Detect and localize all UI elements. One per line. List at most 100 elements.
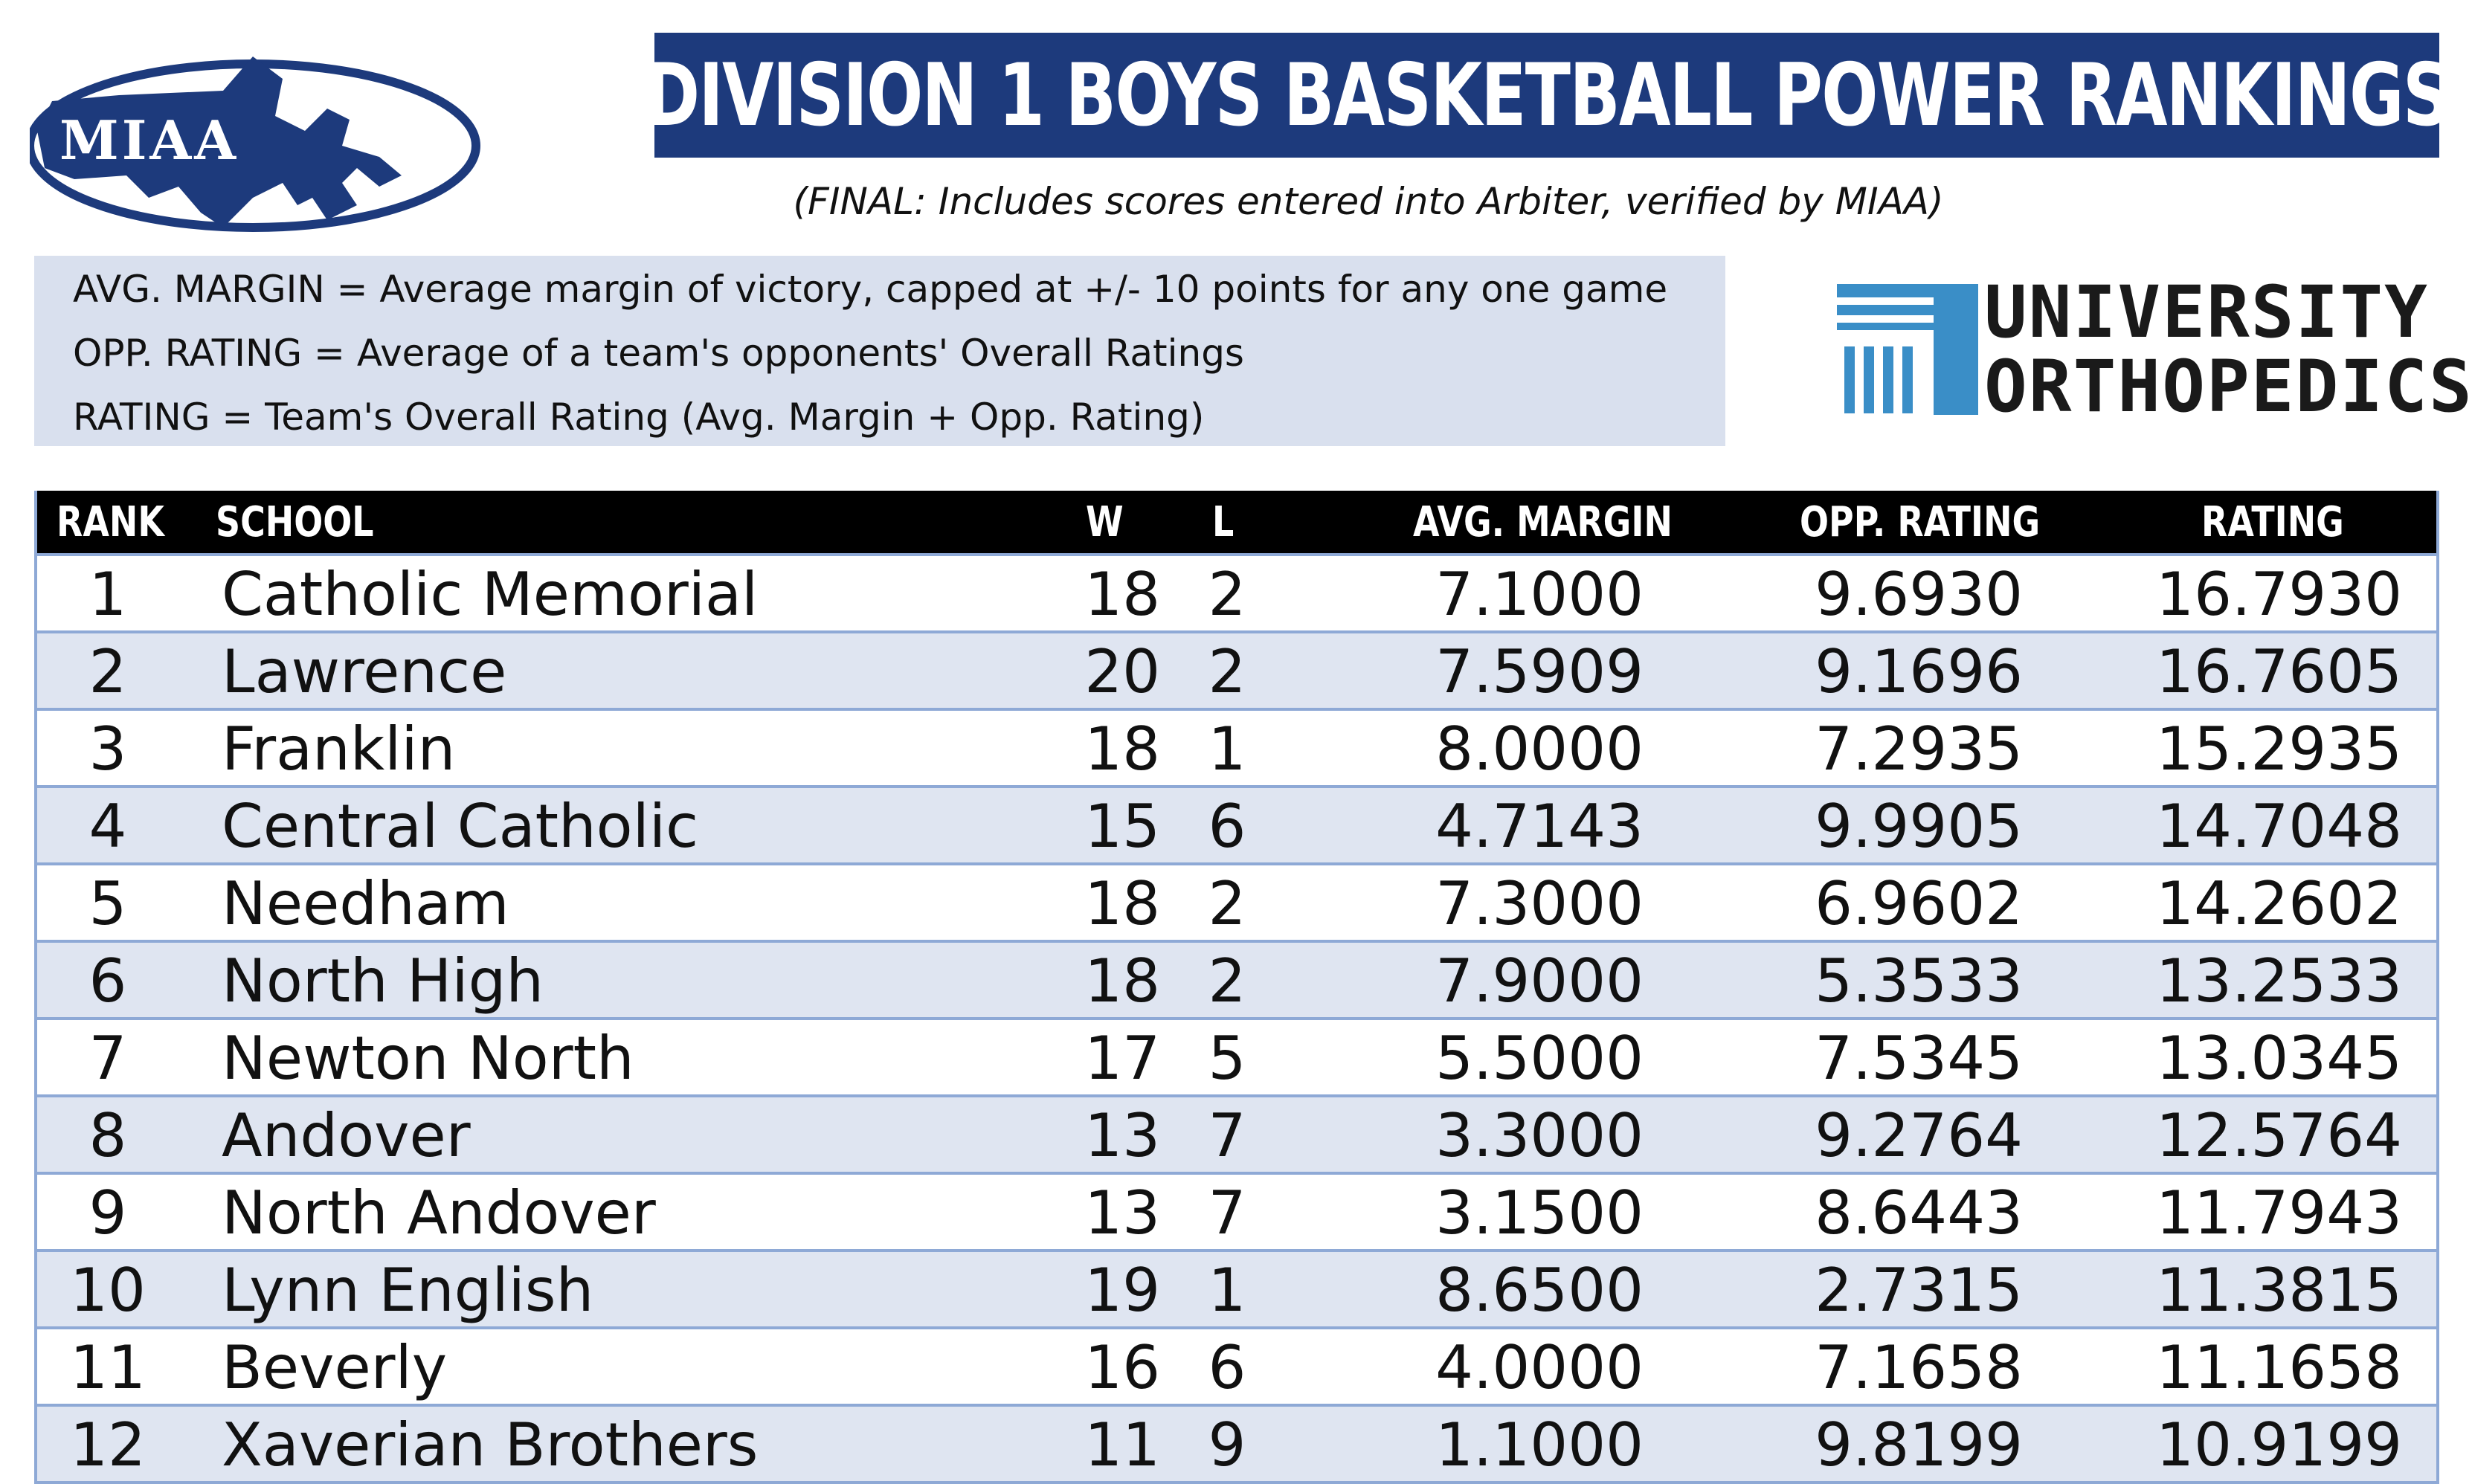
wins-cell: 17 xyxy=(1084,1024,1160,1093)
opp-rating-cell: 7.1658 xyxy=(1815,1333,2023,1402)
legend-term: OPP. RATING xyxy=(73,332,303,375)
rating-cell: 11.7943 xyxy=(2156,1178,2402,1248)
wins-cell: 19 xyxy=(1084,1256,1160,1325)
legend-term: RATING xyxy=(73,396,210,439)
opp-rating-cell: 7.2935 xyxy=(1815,714,2023,784)
school-cell: Needham xyxy=(222,869,509,938)
table-row: 12 Xaverian Brothers 11 9 1.1000 9.8199 10.919… xyxy=(37,1404,2436,1481)
rating-cell: 11.1658 xyxy=(2156,1333,2402,1402)
header-avg-margin: AVG. MARGIN xyxy=(1413,498,1673,546)
legend-box: AVG. MARGIN = Average margin of victory,… xyxy=(34,256,1725,446)
university-orthopedics-logo-icon xyxy=(1837,284,1978,415)
rating-cell: 14.7048 xyxy=(2156,792,2402,861)
table-row: 9 North Andover 13 7 3.1500 8.6443 11.7943 xyxy=(37,1172,2436,1249)
school-cell: North High xyxy=(222,946,544,1016)
wins-cell: 13 xyxy=(1084,1101,1160,1170)
rank-cell: 11 xyxy=(70,1333,146,1402)
massachusetts-map-icon xyxy=(37,57,402,228)
page-title: DIVISION 1 BOYS BASKETBALL POWER RANKING… xyxy=(644,45,2450,146)
legend-opp-rating: OPP. RATING = Average of a team's oppone… xyxy=(73,332,1244,375)
avg-margin-cell: 3.3000 xyxy=(1435,1101,1644,1170)
opp-rating-cell: 5.3533 xyxy=(1815,946,2023,1016)
school-cell: North Andover xyxy=(222,1178,656,1248)
table-body: 1 Catholic Memorial 18 2 7.1000 9.6930 16.7930… xyxy=(37,553,2436,1481)
rating-cell: 16.7605 xyxy=(2156,637,2402,706)
school-cell: Central Catholic xyxy=(222,792,699,861)
school-cell: Andover xyxy=(222,1101,471,1170)
losses-cell: 2 xyxy=(1208,946,1246,1016)
losses-cell: 2 xyxy=(1208,869,1246,938)
rating-cell: 13.2533 xyxy=(2156,946,2402,1016)
table-row: 8 Andover 13 7 3.3000 9.2764 12.5764 xyxy=(37,1094,2436,1172)
wins-cell: 20 xyxy=(1084,637,1160,706)
losses-cell: 2 xyxy=(1208,637,1246,706)
avg-margin-cell: 7.5909 xyxy=(1435,637,1644,706)
legend-definition: = Average of a team's opponents' Overall… xyxy=(302,332,1244,375)
rank-cell: 1 xyxy=(88,560,127,629)
school-cell: Lawrence xyxy=(222,637,507,706)
opp-rating-cell: 6.9602 xyxy=(1815,869,2023,938)
legend-term: AVG. MARGIN xyxy=(73,268,325,311)
table-row: 3 Franklin 18 1 8.0000 7.2935 15.2935 xyxy=(37,708,2436,785)
avg-margin-cell: 1.1000 xyxy=(1435,1410,1644,1480)
legend-definition: = Average margin of victory, capped at +… xyxy=(324,268,1668,311)
losses-cell: 6 xyxy=(1208,792,1246,861)
avg-margin-cell: 7.1000 xyxy=(1435,560,1644,629)
losses-cell: 6 xyxy=(1208,1333,1246,1402)
school-cell: Franklin xyxy=(222,714,456,784)
page-subtitle: (FINAL: Includes scores entered into Arb… xyxy=(793,180,1944,223)
school-cell: Xaverian Brothers xyxy=(222,1410,759,1480)
table-row: 4 Central Catholic 15 6 4.7143 9.9905 14.7048 xyxy=(37,785,2436,862)
header-opp-rating: OPP. RATING xyxy=(1800,498,2041,546)
wins-cell: 15 xyxy=(1084,792,1160,861)
miaa-logo: MIAA xyxy=(30,57,480,232)
rankings-table: RANK SCHOOL W L AVG. MARGIN OPP. RATING … xyxy=(34,491,2439,1484)
opp-rating-cell: 9.1696 xyxy=(1815,637,2023,706)
table-row: 7 Newton North 17 5 5.5000 7.5345 13.0345 xyxy=(37,1017,2436,1094)
header-rank: RANK xyxy=(57,498,164,546)
opp-rating-cell: 2.7315 xyxy=(1815,1256,2023,1325)
avg-margin-cell: 4.0000 xyxy=(1435,1333,1644,1402)
avg-margin-cell: 5.5000 xyxy=(1435,1024,1644,1093)
opp-rating-cell: 9.2764 xyxy=(1815,1101,2023,1170)
rank-cell: 7 xyxy=(88,1024,127,1093)
wins-cell: 11 xyxy=(1084,1410,1160,1480)
rank-cell: 6 xyxy=(88,946,127,1016)
logo-text: MIAA xyxy=(59,109,239,172)
rank-cell: 5 xyxy=(88,869,127,938)
rating-cell: 11.3815 xyxy=(2156,1256,2402,1325)
losses-cell: 9 xyxy=(1208,1410,1246,1480)
rating-cell: 16.7930 xyxy=(2156,560,2402,629)
table-row: 5 Needham 18 2 7.3000 6.9602 14.2602 xyxy=(37,862,2436,940)
wins-cell: 18 xyxy=(1084,869,1160,938)
table-row: 6 North High 18 2 7.9000 5.3533 13.2533 xyxy=(37,940,2436,1017)
legend-definition: = Team's Overall Rating (Avg. Margin + O… xyxy=(210,396,1205,439)
losses-cell: 7 xyxy=(1208,1101,1246,1170)
rating-cell: 14.2602 xyxy=(2156,869,2402,938)
rating-cell: 12.5764 xyxy=(2156,1101,2402,1170)
losses-cell: 2 xyxy=(1208,560,1246,629)
sponsor-line1: UNIVERSITY xyxy=(1984,271,2429,354)
header-l: L xyxy=(1212,498,1235,546)
rating-cell: 10.9199 xyxy=(2156,1410,2402,1480)
table-row: 10 Lynn English 19 1 8.6500 2.7315 11.3815 xyxy=(37,1249,2436,1326)
rating-cell: 15.2935 xyxy=(2156,714,2402,784)
header-w: W xyxy=(1086,498,1124,546)
wins-cell: 18 xyxy=(1084,946,1160,1016)
table-header: RANK SCHOOL W L AVG. MARGIN OPP. RATING … xyxy=(37,491,2436,553)
school-cell: Newton North xyxy=(222,1024,634,1093)
school-cell: Lynn English xyxy=(222,1256,594,1325)
legend-rating: RATING = Team's Overall Rating (Avg. Mar… xyxy=(73,396,1204,439)
losses-cell: 1 xyxy=(1208,1256,1246,1325)
wins-cell: 16 xyxy=(1084,1333,1160,1402)
opp-rating-cell: 9.9905 xyxy=(1815,792,2023,861)
losses-cell: 1 xyxy=(1208,714,1246,784)
avg-margin-cell: 7.9000 xyxy=(1435,946,1644,1016)
school-cell: Beverly xyxy=(222,1333,448,1402)
avg-margin-cell: 3.1500 xyxy=(1435,1178,1644,1248)
table-row: 2 Lawrence 20 2 7.5909 9.1696 16.7605 xyxy=(37,630,2436,708)
title-bar: DIVISION 1 BOYS BASKETBALL POWER RANKING… xyxy=(644,33,2450,158)
wins-cell: 18 xyxy=(1084,714,1160,784)
rank-cell: 8 xyxy=(88,1101,127,1170)
school-cell: Catholic Memorial xyxy=(222,560,759,629)
